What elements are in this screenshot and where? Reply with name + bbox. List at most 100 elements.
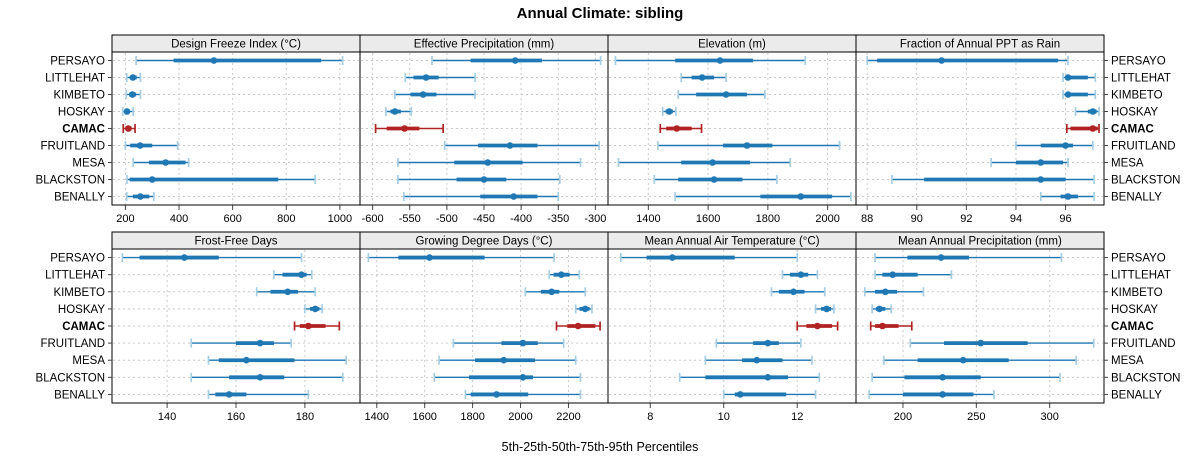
panel-title-fraction-of-annual-ppt-as-rain: Fraction of Annual PPT as Rain xyxy=(900,39,1060,51)
median-dot xyxy=(136,142,144,149)
median-dot xyxy=(977,339,985,347)
station-label-left-hoskay: HOSKAY xyxy=(58,107,105,119)
panel-title-design-freeze-index-c: Design Freeze Index (°C) xyxy=(171,39,301,51)
axis-tick-label: -600 xyxy=(362,213,384,225)
panel-strip xyxy=(855,231,1105,250)
station-label-right-hoskay: HOSKAY xyxy=(1111,107,1158,119)
median-dot xyxy=(736,391,744,398)
station-label-right-hoskay: HOSKAY xyxy=(1111,304,1158,316)
series-blackston xyxy=(126,175,317,184)
station-label-right-littlehat: LITTLEHAT xyxy=(1111,73,1171,85)
series-kimbeto xyxy=(770,287,826,297)
median-dot xyxy=(123,108,131,115)
median-dot xyxy=(879,322,886,330)
series-littlehat xyxy=(874,270,953,280)
series-fruitland xyxy=(443,141,600,150)
axis-tick-label: 1400 xyxy=(365,411,389,423)
median-dot xyxy=(814,322,821,330)
axis-tick-label: 160 xyxy=(227,411,245,423)
series-camac xyxy=(122,124,136,133)
median-dot xyxy=(882,288,889,296)
median-dot xyxy=(889,271,896,278)
axis-tick-label: 92 xyxy=(960,213,972,225)
series-littlehat xyxy=(273,270,313,280)
series-benally xyxy=(722,389,817,399)
station-label-left-benally: BENALLY xyxy=(54,389,105,401)
axis-tick-label: -500 xyxy=(436,213,458,225)
axis-tick-label: 300 xyxy=(1041,411,1059,423)
median-dot xyxy=(581,305,589,313)
series-persayo xyxy=(866,56,1069,65)
median-dot xyxy=(129,74,137,81)
median-dot xyxy=(480,176,488,183)
series-fruitland xyxy=(452,338,565,348)
series-fruitland xyxy=(190,338,292,348)
median-dot xyxy=(1062,142,1069,149)
series-mesa xyxy=(883,355,1077,365)
axis-tick-label: 88 xyxy=(861,213,873,225)
series-blackston xyxy=(653,175,778,184)
series-benally xyxy=(1039,192,1095,201)
median-dot xyxy=(422,74,430,81)
series-blackston xyxy=(891,175,1095,184)
series-mesa xyxy=(207,355,348,365)
series-kimbeto xyxy=(524,287,587,297)
axis-tick-label: 96 xyxy=(1059,213,1071,225)
median-dot xyxy=(939,391,946,398)
median-dot xyxy=(510,193,518,200)
median-dot xyxy=(243,356,250,364)
axis-tick-label: 400 xyxy=(170,213,188,225)
station-label-left-persayo: PERSAYO xyxy=(50,253,105,265)
series-camac xyxy=(555,321,601,331)
axis-tick-label: 1400 xyxy=(636,213,660,225)
station-label-left-benally: BENALLY xyxy=(54,192,105,204)
axis-tick-label: 90 xyxy=(911,213,923,225)
series-benally xyxy=(868,389,995,399)
series-blackston xyxy=(190,372,344,382)
median-dot xyxy=(519,339,527,347)
axis-tick-label: 180 xyxy=(296,411,314,423)
caption: 5th-25th-50th-75th-95th Percentiles xyxy=(501,440,699,454)
median-dot xyxy=(519,374,527,381)
median-dot xyxy=(506,142,514,149)
series-kimbeto xyxy=(677,90,766,99)
station-label-right-benally: BENALLY xyxy=(1111,192,1162,204)
median-dot xyxy=(256,339,264,347)
series-camac xyxy=(1065,124,1100,133)
series-fruitland xyxy=(657,141,841,150)
axis-tick-label: 800 xyxy=(277,213,295,225)
median-dot xyxy=(137,193,144,200)
series-benally xyxy=(674,192,852,201)
axis-tick-label: 2200 xyxy=(556,411,580,423)
median-dot xyxy=(574,322,582,330)
series-hoskay xyxy=(1074,107,1100,116)
station-label-left-blackston: BLACKSTON xyxy=(36,175,105,187)
series-persayo xyxy=(614,56,807,65)
median-dot xyxy=(125,125,132,132)
series-persayo xyxy=(431,56,602,65)
median-dot xyxy=(162,159,169,166)
series-benally xyxy=(125,192,155,201)
station-label-left-blackston: BLACKSTON xyxy=(36,372,105,384)
median-dot xyxy=(1037,159,1045,166)
series-kimbeto xyxy=(255,287,317,297)
series-kimbeto xyxy=(394,90,476,99)
series-hoskay xyxy=(661,107,677,116)
station-label-left-camac: CAMAC xyxy=(62,321,105,333)
series-blackston xyxy=(433,372,582,382)
axis-tick-label: 12 xyxy=(791,411,803,423)
median-dot xyxy=(764,374,772,381)
station-label-left-mesa: MESA xyxy=(72,355,105,367)
series-mesa xyxy=(704,355,813,365)
median-dot xyxy=(876,305,883,313)
series-hoskay xyxy=(871,304,893,314)
series-persayo xyxy=(874,253,1063,263)
station-label-right-camac: CAMAC xyxy=(1111,321,1154,333)
axis-tick-label: 1600 xyxy=(696,213,720,225)
median-dot xyxy=(668,254,676,261)
axis-tick-label: 10 xyxy=(718,411,730,423)
series-mesa xyxy=(990,158,1069,167)
series-hoskay xyxy=(574,304,593,314)
series-littlehat xyxy=(680,73,727,82)
series-camac xyxy=(869,321,913,331)
